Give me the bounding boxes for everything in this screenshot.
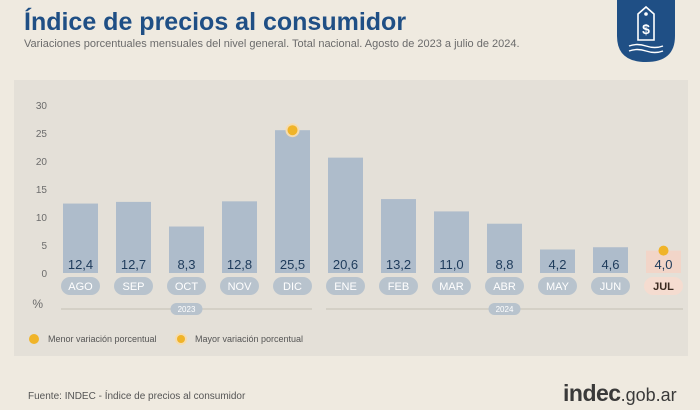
category-pill bbox=[273, 277, 312, 295]
bar bbox=[169, 226, 204, 273]
max-marker bbox=[287, 125, 298, 136]
category-label: DIC bbox=[283, 281, 302, 293]
bar-value-label: 12,4 bbox=[68, 257, 93, 272]
category-pill bbox=[485, 277, 524, 295]
bar-value-label: 8,8 bbox=[495, 257, 513, 272]
category-pill bbox=[432, 277, 471, 295]
bar bbox=[116, 201, 151, 273]
y-tick-label: 20 bbox=[36, 157, 48, 168]
bar bbox=[434, 211, 469, 273]
y-tick-label: 25 bbox=[36, 129, 48, 140]
svg-text:$: $ bbox=[642, 21, 650, 37]
y-axis-unit: % bbox=[32, 297, 43, 311]
year-label: 2024 bbox=[496, 305, 514, 314]
bar bbox=[487, 223, 522, 273]
bar-value-label: 20,6 bbox=[333, 257, 358, 272]
bar-value-label: 12,7 bbox=[121, 257, 146, 272]
category-label: ABR bbox=[493, 281, 516, 293]
bar-value-label: 4,2 bbox=[548, 257, 566, 272]
y-tick-label: 5 bbox=[41, 241, 47, 252]
category-pill bbox=[114, 277, 153, 295]
bar bbox=[646, 250, 681, 273]
page-subtitle: Variaciones porcentuales mensuales del n… bbox=[24, 38, 520, 50]
legend-min-swatch bbox=[29, 334, 39, 344]
year-pill bbox=[488, 303, 521, 315]
logo-main: indec bbox=[563, 380, 621, 406]
category-pill bbox=[220, 277, 259, 295]
bar bbox=[381, 199, 416, 273]
category-pill bbox=[379, 277, 418, 295]
legend-label: Menor variación porcentual bbox=[48, 334, 157, 344]
category-label: FEB bbox=[388, 281, 409, 293]
year-pill bbox=[170, 303, 203, 315]
logo-suffix: .gob.ar bbox=[620, 385, 677, 405]
category-pill bbox=[591, 277, 630, 295]
category-label: MAY bbox=[546, 281, 570, 293]
category-pill bbox=[538, 277, 577, 295]
category-pill bbox=[326, 277, 365, 295]
source-note: Fuente: INDEC - Índice de precios al con… bbox=[28, 391, 246, 402]
category-label: MAR bbox=[439, 281, 464, 293]
category-label: ENE bbox=[334, 281, 357, 293]
y-tick-label: 30 bbox=[36, 101, 48, 112]
bar bbox=[222, 201, 257, 273]
page-title: Índice de precios al consumidor bbox=[24, 8, 407, 36]
bar-value-label: 12,8 bbox=[227, 257, 252, 272]
bar bbox=[593, 247, 628, 273]
bar bbox=[275, 130, 310, 273]
year-label: 2023 bbox=[178, 305, 196, 314]
category-pill bbox=[61, 277, 100, 295]
category-label: AGO bbox=[68, 281, 93, 293]
price-tag-badge-icon: $ bbox=[617, 0, 675, 62]
category-label: NOV bbox=[228, 281, 253, 293]
bar-value-label: 25,5 bbox=[280, 257, 305, 272]
bar-value-label: 13,2 bbox=[386, 257, 411, 272]
bar-value-label: 4,6 bbox=[601, 257, 619, 272]
category-label: JUL bbox=[653, 281, 674, 293]
category-label: OCT bbox=[175, 281, 199, 293]
y-tick-label: 15 bbox=[36, 185, 48, 196]
indec-logo: indec.gob.ar bbox=[563, 380, 677, 407]
chart-panel: 0 5 10 15 20 25 30% 12,4 AGO 12,7 SEP 8,3 OCT 12,8 NOV… bbox=[14, 80, 688, 356]
category-label: SEP bbox=[122, 281, 144, 293]
bar-value-label: 4,0 bbox=[654, 257, 672, 272]
min-marker bbox=[658, 245, 669, 256]
bar bbox=[328, 157, 363, 273]
bar-value-label: 8,3 bbox=[177, 257, 195, 272]
bar bbox=[63, 203, 98, 273]
bar bbox=[540, 249, 575, 273]
category-pill bbox=[167, 277, 206, 295]
y-tick-label: 0 bbox=[41, 269, 47, 280]
y-tick-label: 10 bbox=[36, 213, 48, 224]
category-label: JUN bbox=[600, 281, 621, 293]
legend-max-swatch bbox=[177, 335, 185, 343]
legend-label: Mayor variación porcentual bbox=[195, 334, 303, 344]
bar-chart: 0 5 10 15 20 25 30% 12,4 AGO 12,7 SEP 8,3 OCT 12,8 NOV… bbox=[29, 101, 683, 345]
bar-value-label: 11,0 bbox=[439, 257, 463, 272]
category-pill bbox=[644, 277, 683, 295]
